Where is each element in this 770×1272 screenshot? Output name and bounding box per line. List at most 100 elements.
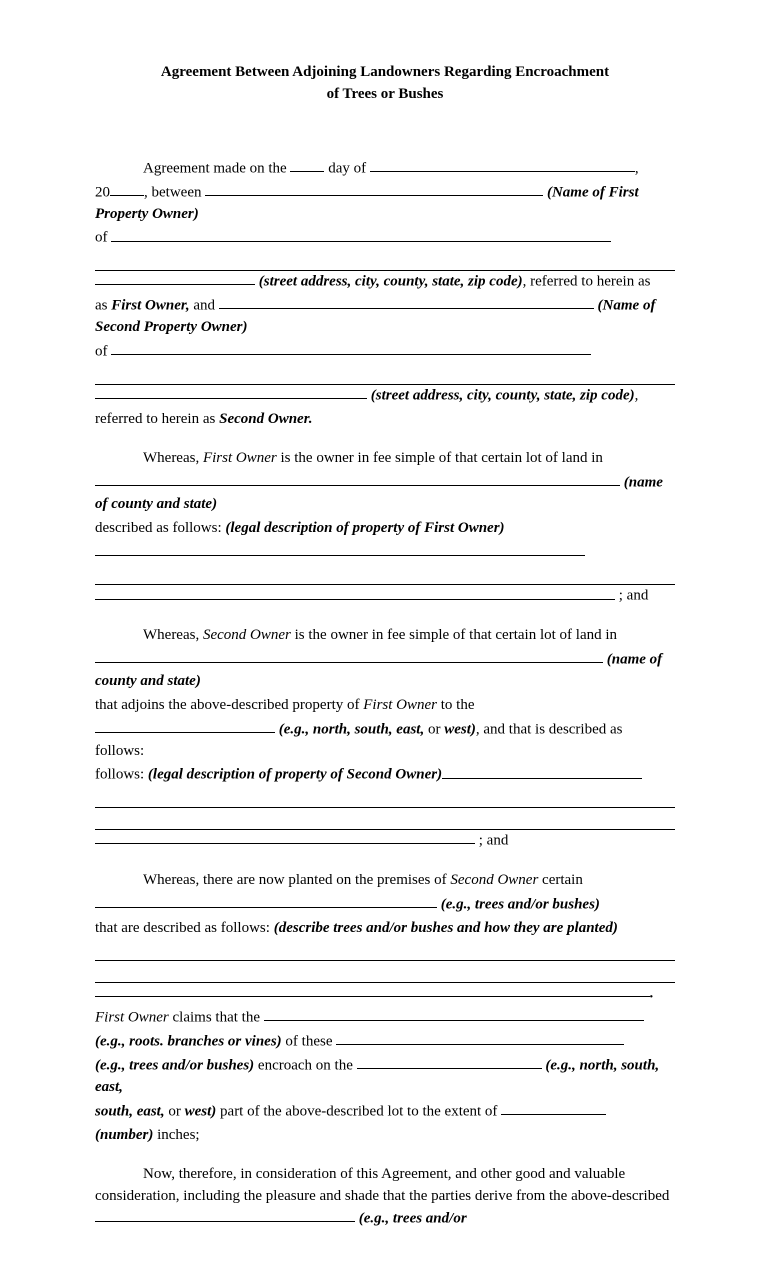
- hint-trees: (e.g., trees and/or bushes): [95, 1057, 254, 1073]
- ref-first-owner: First Owner: [203, 450, 277, 466]
- blank-trees[interactable]: [95, 894, 437, 908]
- blank-described[interactable]: [95, 1208, 355, 1222]
- line: (street address, city, county, state, zi…: [95, 271, 675, 293]
- blank-line[interactable]: [95, 366, 675, 385]
- blank-legal2b[interactable]: [95, 830, 475, 844]
- text: ; and: [615, 588, 648, 604]
- ref-first-owner: First Owner: [95, 1009, 169, 1025]
- blank-legal2[interactable]: [442, 764, 642, 778]
- text: or: [165, 1103, 185, 1119]
- blank-county1[interactable]: [95, 472, 620, 486]
- line: First Owner claims that the: [95, 1007, 675, 1029]
- text: part of the above-described lot to the e…: [216, 1103, 501, 1119]
- hint-describe-trees: (describe trees and/or bushes and how th…: [274, 920, 618, 936]
- blank-county2[interactable]: [95, 649, 603, 663]
- line: of: [95, 341, 675, 363]
- text: encroach on the: [254, 1057, 356, 1073]
- line: described as follows: (legal description…: [95, 518, 675, 540]
- text: Agreement made on the: [143, 160, 290, 176]
- text: 20: [95, 184, 110, 200]
- document-title: Agreement Between Adjoining Landowners R…: [95, 62, 675, 106]
- blank-line[interactable]: [95, 567, 675, 586]
- line: that adjoins the above-described propert…: [95, 695, 675, 717]
- hint-roots: (e.g., roots. branches or vines): [95, 1033, 282, 1049]
- ref-first-owner: First Owner: [363, 697, 437, 713]
- blank-second-owner-name[interactable]: [219, 295, 594, 309]
- blank-month[interactable]: [370, 158, 635, 172]
- text: , referred to herein as: [523, 273, 651, 289]
- text: inches;: [153, 1127, 199, 1143]
- hint-address: (street address, city, county, state, zi…: [255, 273, 523, 289]
- text: day of: [324, 160, 369, 176]
- line: referred to herein as Second Owner.: [95, 409, 675, 431]
- blank-encroach[interactable]: [357, 1055, 542, 1069]
- text: is the owner in fee simple of that certa…: [277, 450, 603, 466]
- line: of: [95, 227, 675, 249]
- blank-line[interactable]: [95, 942, 675, 961]
- whereas-1: Whereas, First Owner is the owner in fee…: [95, 448, 675, 470]
- blank-line[interactable]: [95, 252, 675, 271]
- line: .: [95, 983, 675, 1005]
- blank-line[interactable]: [95, 789, 675, 808]
- blank-direction[interactable]: [95, 719, 275, 733]
- hint-legal-first: (legal description of property of First …: [225, 520, 504, 536]
- ref-second-owner: Second Owner: [450, 872, 538, 888]
- line: ; and: [95, 585, 675, 607]
- blank-year[interactable]: [110, 182, 144, 196]
- title-line-2: of Trees or Bushes: [327, 86, 444, 102]
- ref-second-owner: Second Owner: [203, 627, 291, 643]
- blank-addr2-cont[interactable]: [95, 385, 367, 399]
- text: described as follows:: [95, 520, 225, 536]
- label-second-owner: Second Owner.: [219, 411, 312, 427]
- text: ; and: [475, 832, 508, 848]
- blank-legal1b[interactable]: [95, 585, 615, 599]
- line: follows: (legal description of property …: [95, 764, 675, 786]
- line: as First Owner, and (Name of Second Prop…: [95, 295, 675, 339]
- blank-line[interactable]: [95, 964, 675, 983]
- blank-extent[interactable]: [501, 1101, 606, 1115]
- hint-legal-second: (legal description of property of Second…: [148, 767, 442, 783]
- line: (street address, city, county, state, zi…: [95, 385, 675, 407]
- whereas-2: Whereas, Second Owner is the owner in fe…: [95, 625, 675, 647]
- text: to the: [437, 697, 475, 713]
- text: Whereas,: [143, 450, 203, 466]
- blank-legal1[interactable]: [95, 542, 585, 556]
- hint-west: west): [444, 721, 476, 737]
- line: south, east, or west) part of the above-…: [95, 1101, 675, 1123]
- line: (e.g., roots. branches or vines) of thes…: [95, 1031, 675, 1053]
- now-therefore: Now, therefore, in consideration of this…: [95, 1164, 675, 1230]
- hint-trees: (e.g., trees and/or bushes): [437, 896, 600, 912]
- blank-second-address[interactable]: [111, 341, 591, 355]
- period: .: [650, 985, 654, 1001]
- blank-day[interactable]: [290, 158, 324, 172]
- text: , between: [144, 184, 205, 200]
- line: (e.g., trees and/or bushes): [95, 894, 675, 916]
- text: Whereas, there are now planted on the pr…: [143, 872, 450, 888]
- text: referred to herein as: [95, 411, 219, 427]
- hint-west: west): [185, 1103, 217, 1119]
- hint-number: (number): [95, 1127, 153, 1143]
- blank-desc[interactable]: [95, 983, 650, 997]
- text: and: [190, 297, 219, 313]
- text: or: [424, 721, 444, 737]
- blank-first-address[interactable]: [111, 227, 611, 241]
- text: certain: [538, 872, 583, 888]
- line: (number) inches;: [95, 1125, 675, 1147]
- blank-of-these[interactable]: [336, 1031, 624, 1045]
- line: (name of county and state): [95, 472, 675, 516]
- text: of: [95, 343, 111, 359]
- text: claims that the: [169, 1009, 264, 1025]
- text: ,: [635, 387, 639, 403]
- line: (e.g., north, south, east, or west), and…: [95, 719, 675, 763]
- text: ,: [635, 160, 639, 176]
- text: Now, therefore, in consideration of this…: [95, 1166, 669, 1204]
- blank-claims[interactable]: [264, 1007, 644, 1021]
- blank-addr-cont[interactable]: [95, 271, 255, 285]
- hint-continued: south, east,: [95, 1103, 165, 1119]
- blank-first-owner-name[interactable]: [205, 182, 543, 196]
- text: that adjoins the above-described propert…: [95, 697, 363, 713]
- line: (name of county and state): [95, 649, 675, 693]
- line: [95, 542, 675, 564]
- label-first-owner: First Owner,: [111, 297, 189, 313]
- blank-line[interactable]: [95, 811, 675, 830]
